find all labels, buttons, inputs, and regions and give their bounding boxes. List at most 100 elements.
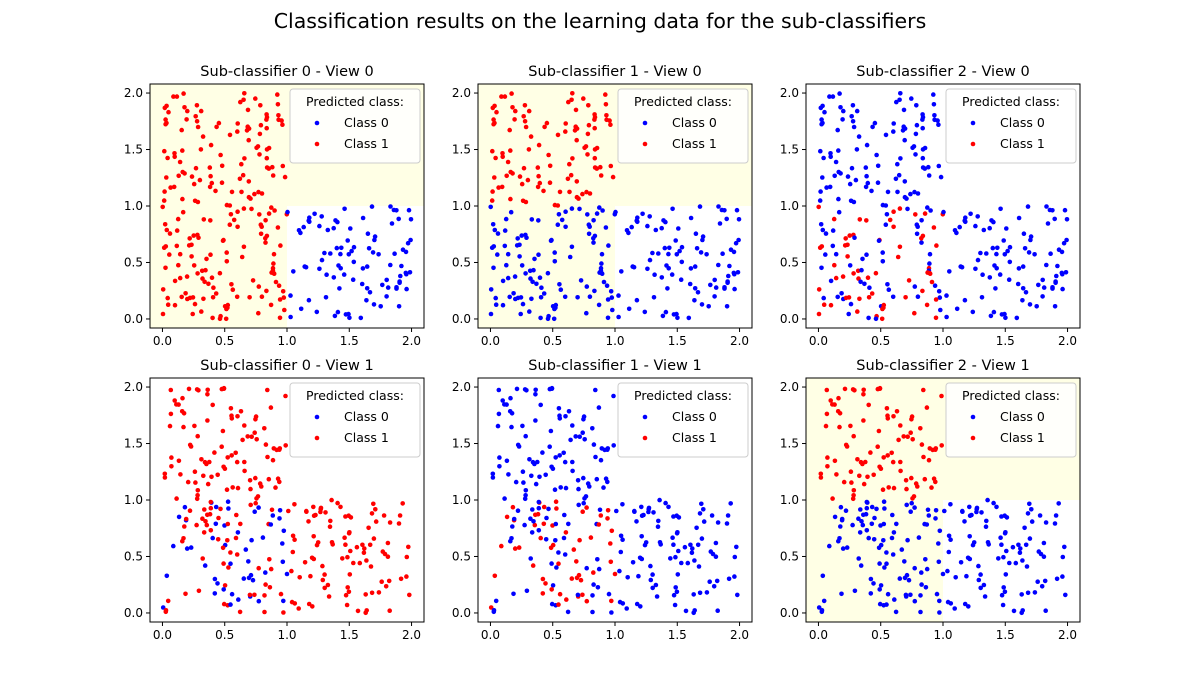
- scatter-points: [160, 91, 414, 322]
- point-class-1: [851, 493, 856, 498]
- legend-label-class-1: Class 1: [344, 136, 389, 151]
- point-class-0: [818, 105, 824, 111]
- point-class-0: [659, 275, 665, 280]
- point-class-0: [895, 189, 900, 195]
- point-class-1: [242, 459, 247, 465]
- point-class-1: [174, 94, 180, 99]
- point-class-1: [586, 103, 591, 108]
- point-class-0: [1011, 608, 1017, 614]
- point-class-1: [922, 476, 928, 482]
- point-class-0: [932, 117, 937, 123]
- point-class-1: [275, 92, 280, 97]
- point-class-0: [596, 302, 602, 308]
- point-class-1: [241, 244, 247, 250]
- point-class-1: [573, 124, 578, 129]
- point-class-0: [225, 499, 231, 505]
- point-class-0: [557, 453, 562, 458]
- point-class-1: [569, 97, 574, 103]
- point-class-0: [727, 263, 732, 269]
- point-class-0: [601, 485, 606, 490]
- point-class-1: [269, 507, 275, 513]
- point-class-0: [870, 124, 875, 130]
- y-tick-label: 2.0: [780, 380, 799, 394]
- point-class-1: [532, 522, 538, 528]
- point-class-0: [822, 109, 827, 115]
- point-class-1: [202, 279, 207, 285]
- point-class-0: [983, 524, 989, 529]
- point-class-1: [241, 97, 246, 103]
- point-class-1: [816, 204, 821, 210]
- point-class-1: [245, 107, 251, 113]
- point-class-0: [701, 507, 706, 512]
- point-class-0: [638, 604, 643, 609]
- point-class-0: [709, 513, 715, 518]
- point-class-0: [686, 315, 692, 321]
- point-class-1: [386, 578, 392, 584]
- point-class-1: [543, 581, 548, 586]
- point-class-1: [206, 281, 211, 287]
- point-class-0: [934, 591, 940, 597]
- point-class-1: [172, 302, 178, 308]
- point-class-0: [691, 610, 696, 616]
- point-class-0: [717, 221, 723, 226]
- legend-box: [617, 382, 749, 458]
- point-class-0: [836, 196, 841, 202]
- point-class-1: [898, 423, 903, 428]
- point-class-0: [708, 549, 714, 554]
- point-class-1: [933, 315, 939, 321]
- point-class-1: [830, 496, 835, 501]
- point-class-0: [920, 117, 925, 122]
- point-class-0: [552, 487, 558, 493]
- point-class-0: [838, 504, 844, 510]
- point-class-0: [892, 597, 897, 602]
- subplot-title: Sub-classifier 1 - View 1: [528, 358, 701, 374]
- point-class-1: [224, 306, 229, 312]
- point-class-0: [634, 519, 639, 524]
- point-class-1: [373, 507, 378, 512]
- point-class-1: [363, 610, 369, 616]
- point-class-0: [872, 515, 877, 521]
- point-class-0: [1022, 246, 1028, 251]
- point-class-1: [897, 244, 903, 250]
- point-class-0: [570, 459, 575, 465]
- point-class-1: [598, 173, 604, 178]
- point-class-0: [1037, 513, 1043, 518]
- point-class-1: [207, 511, 213, 517]
- point-class-1: [541, 188, 546, 194]
- point-class-0: [392, 251, 397, 256]
- point-class-1: [886, 485, 891, 490]
- point-class-0: [350, 277, 356, 283]
- point-class-1: [249, 206, 254, 212]
- point-class-0: [1025, 590, 1031, 596]
- point-class-0: [963, 215, 968, 220]
- point-class-0: [673, 585, 678, 590]
- point-class-0: [1061, 240, 1067, 246]
- point-class-0: [820, 227, 826, 233]
- point-class-1: [823, 423, 829, 429]
- point-class-1: [224, 202, 230, 208]
- point-class-1: [282, 307, 287, 313]
- point-class-1: [323, 510, 328, 515]
- point-class-0: [182, 504, 188, 510]
- point-class-1: [344, 602, 350, 608]
- point-class-0: [894, 99, 899, 105]
- legend-marker-class-1: [314, 141, 320, 147]
- point-class-0: [914, 122, 920, 128]
- point-class-1: [227, 132, 233, 138]
- point-class-0: [575, 478, 581, 483]
- point-class-0: [908, 191, 913, 197]
- point-class-1: [526, 147, 532, 152]
- point-class-0: [556, 406, 562, 411]
- point-class-1: [311, 504, 316, 510]
- point-class-0: [987, 275, 993, 280]
- point-class-1: [499, 543, 504, 549]
- y-tick-label: 2.0: [452, 86, 471, 100]
- point-class-1: [161, 198, 167, 203]
- point-class-0: [642, 542, 648, 548]
- point-class-0: [506, 472, 511, 477]
- y-tick-label: 2.0: [452, 380, 471, 394]
- point-class-0: [1004, 548, 1009, 554]
- point-class-0: [288, 314, 293, 320]
- point-class-1: [861, 418, 866, 423]
